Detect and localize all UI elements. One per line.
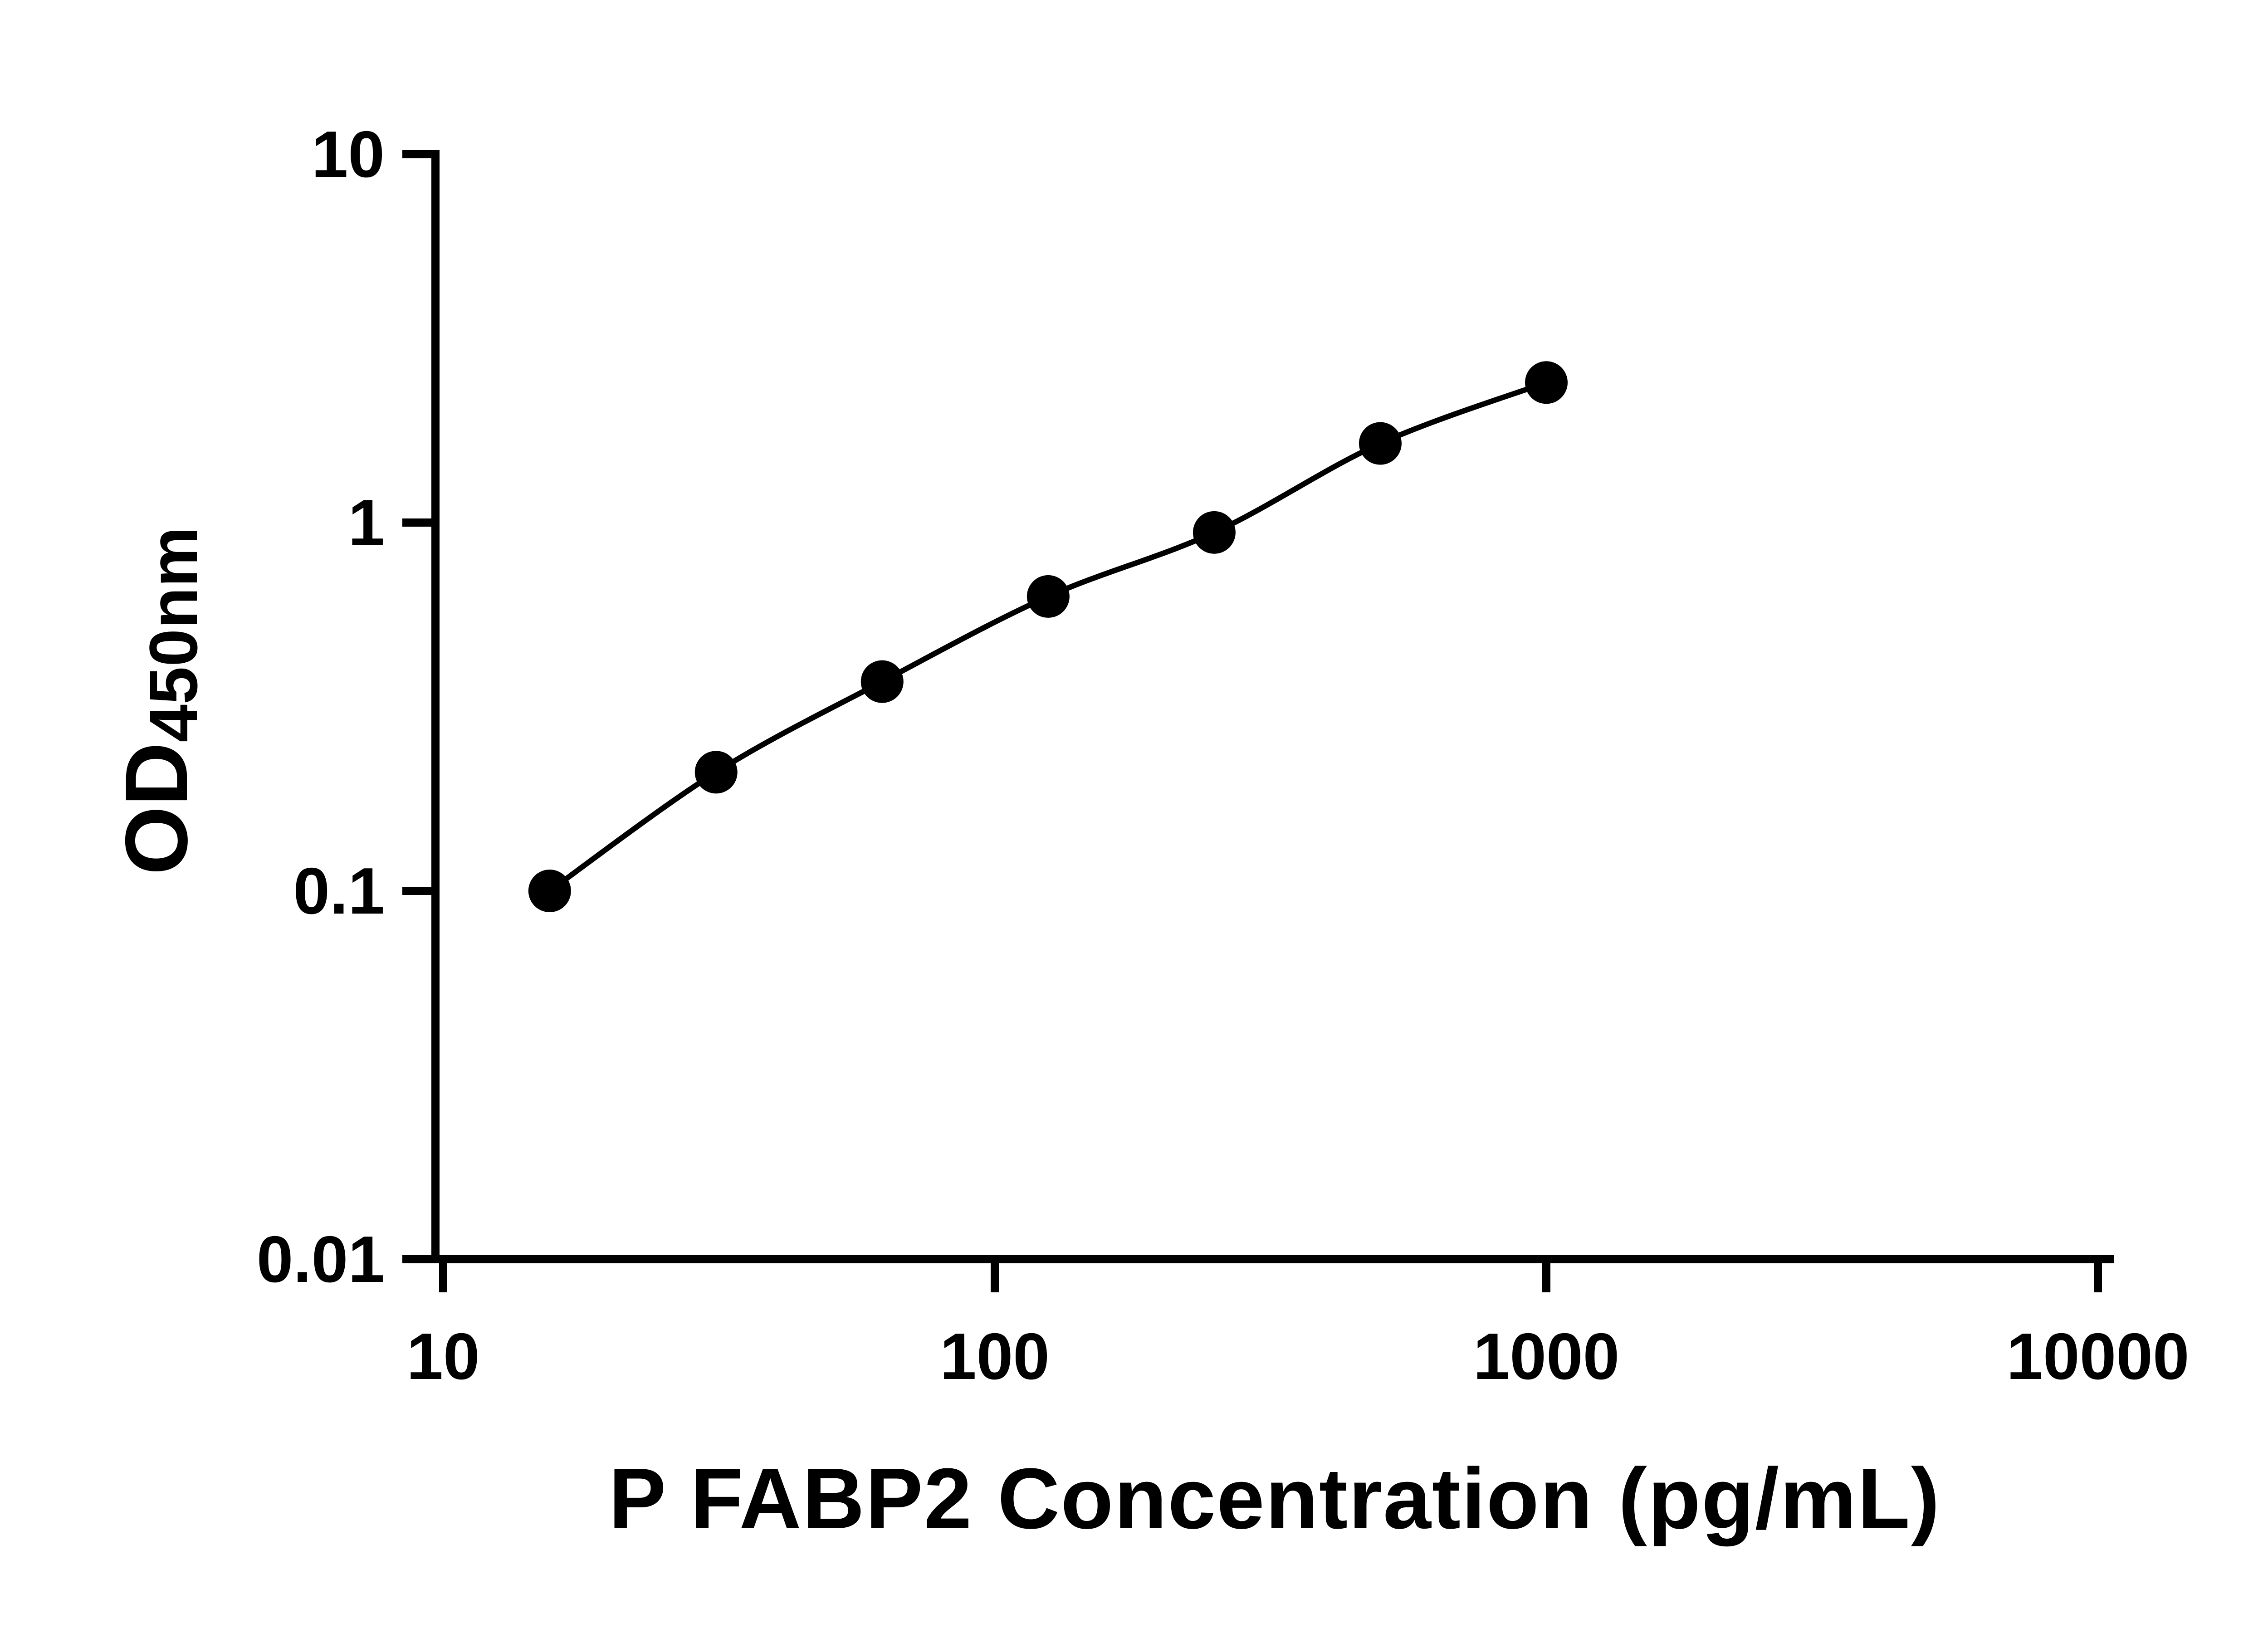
- x-axis-tick-label: 10000: [2006, 1320, 2189, 1393]
- y-axis-tick-label: 10: [312, 117, 385, 191]
- x-axis-tick-label: 1000: [1473, 1320, 1620, 1393]
- data-point: [1026, 575, 1070, 618]
- x-axis-tick-label: 10: [406, 1320, 479, 1393]
- y-axis-title-main: OD: [107, 742, 206, 875]
- data-point: [694, 751, 738, 794]
- data-point: [1193, 511, 1236, 554]
- data-point: [860, 660, 904, 703]
- data-point: [528, 870, 571, 912]
- data-point: [1359, 422, 1402, 465]
- y-axis-title-subscript: 450nm: [135, 527, 211, 743]
- x-axis-tick-label: 100: [940, 1320, 1050, 1393]
- y-axis-tick-label: 1: [348, 486, 385, 559]
- standard-curve-line: [548, 380, 1548, 893]
- x-axis-title: P FABP2 Concentration (pg/mL): [608, 1451, 1941, 1547]
- y-axis-tick-label: 0.01: [257, 1222, 385, 1296]
- y-axis-title: OD450nm: [106, 527, 211, 875]
- data-point: [1525, 361, 1568, 404]
- y-axis-tick-label: 0.1: [293, 854, 385, 928]
